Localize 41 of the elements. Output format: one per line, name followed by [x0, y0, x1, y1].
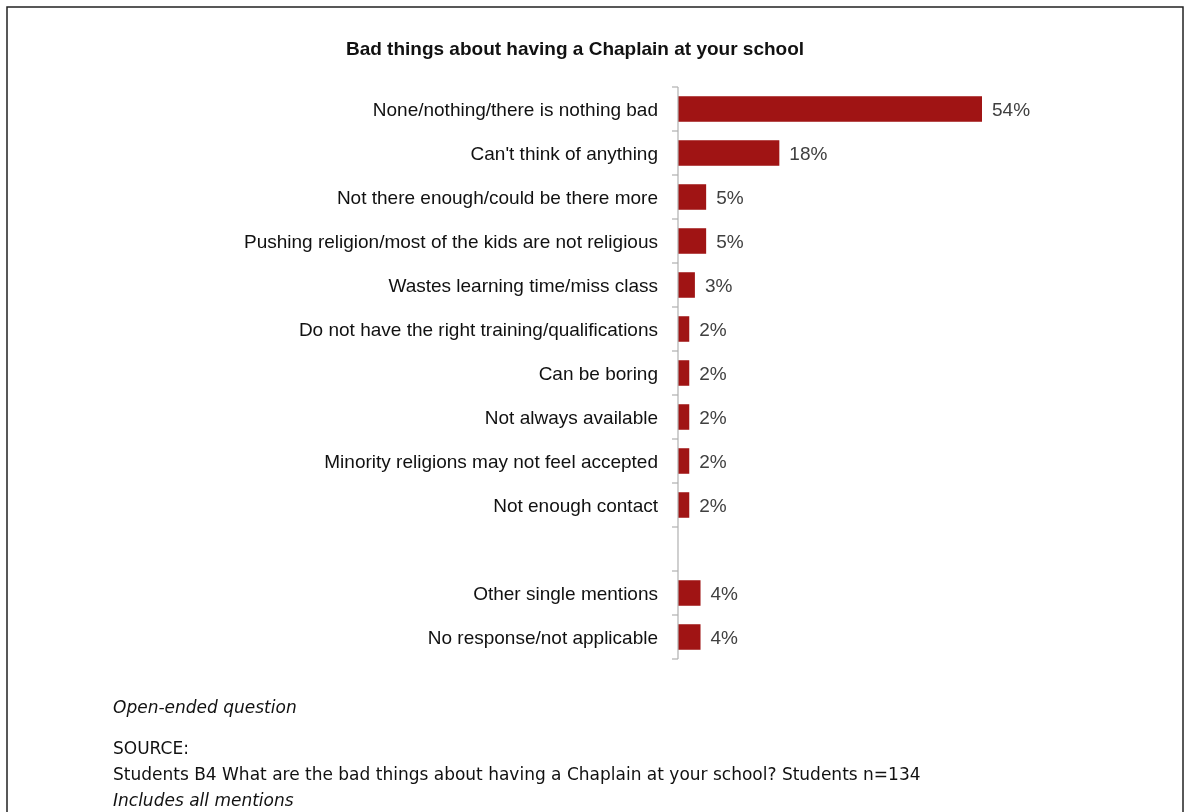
bar: [678, 184, 707, 210]
text: Students B4 What are the bad things about having a Chaplain at your school? Students n=134: [113, 764, 921, 784]
data-label: 4%: [710, 582, 739, 604]
bar: [678, 580, 701, 606]
data-label: 4%: [710, 626, 739, 648]
data-label: 5%: [716, 186, 744, 208]
y-tick-label: Can be boring: [538, 362, 658, 384]
data-label: 54%: [992, 98, 1031, 120]
bar: [678, 96, 982, 122]
data-label: 2%: [699, 494, 727, 516]
bar: [678, 360, 690, 386]
chart-title: Bad things about having a Chaplain at your school: [345, 38, 805, 59]
bar: [678, 140, 780, 166]
y-tick-label: Pushing religion/most of the kids are not religious: [243, 230, 658, 252]
y-tick-label: None/nothing/there is nothing bad: [372, 98, 658, 120]
data-label: 18%: [789, 142, 828, 164]
data-label: 2%: [699, 318, 727, 340]
y-tick-label: Not there enough/could be there more: [336, 186, 658, 208]
data-label: 3%: [704, 274, 733, 296]
bar: [678, 624, 701, 650]
y-tick-label: Wastes learning time/miss class: [388, 274, 658, 296]
y-tick-label: Do not have the right training/qualifications: [298, 318, 658, 340]
bar: [678, 316, 690, 342]
y-tick-label: Minority religions may not feel accepted: [324, 450, 658, 472]
data-label: 2%: [699, 362, 727, 384]
y-tick-label: Not always available: [484, 406, 658, 428]
bar: [678, 448, 690, 474]
data-label: 5%: [716, 230, 744, 252]
y-tick-label: Can't think of anything: [470, 142, 658, 164]
y-tick-label: Not enough contact: [493, 494, 659, 516]
bar: [678, 404, 690, 430]
source-note: SOURCE:: [113, 738, 189, 758]
text: Includes all mentions: [113, 790, 294, 810]
bar: [678, 492, 690, 518]
data-label: 2%: [699, 406, 727, 428]
text: Open-ended question: [113, 697, 297, 717]
bar: [678, 272, 695, 298]
bar: [678, 228, 707, 254]
y-tick-label: Other single mentions: [473, 582, 658, 604]
data-label: 2%: [699, 450, 727, 472]
y-tick-label: No response/not applicable: [427, 626, 658, 648]
